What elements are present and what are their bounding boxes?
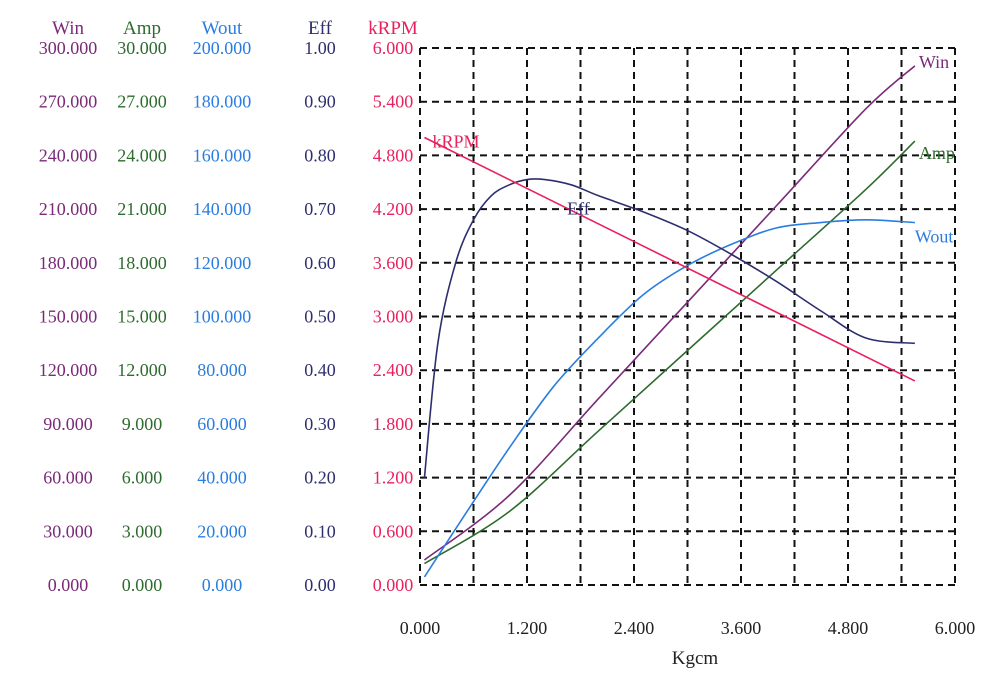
tick-label-wout: 40.000 (197, 468, 247, 488)
tick-label-amp: 3.000 (122, 521, 163, 541)
tick-label-win: 150.000 (39, 307, 98, 327)
tick-label-krpm: 5.400 (373, 92, 414, 112)
series-label-win: Win (919, 52, 949, 72)
tick-label-eff: 0.80 (304, 145, 336, 165)
tick-label-wout: 20.000 (197, 521, 247, 541)
tick-label-wout: 120.000 (193, 253, 252, 273)
x-axis-label: Kgcm (672, 648, 719, 669)
axis-header-amp: Amp (123, 18, 161, 39)
x-tick-label: 0.000 (400, 618, 441, 638)
tick-label-eff: 0.10 (304, 521, 336, 541)
series-label-eff: Eff (567, 198, 590, 218)
series-lines (423, 65, 916, 578)
tick-label-krpm: 3.600 (373, 253, 414, 273)
tick-label-krpm: 4.200 (373, 199, 414, 219)
tick-label-amp: 30.000 (117, 38, 167, 58)
tick-label-win: 270.000 (39, 92, 98, 112)
tick-label-amp: 0.000 (122, 575, 163, 595)
tick-label-krpm: 0.600 (373, 521, 414, 541)
x-tick-label: 3.600 (721, 618, 762, 638)
tick-label-amp: 24.000 (117, 145, 167, 165)
tick-label-eff: 1.00 (304, 38, 336, 58)
tick-label-wout: 0.000 (202, 575, 243, 595)
tick-label-amp: 18.000 (117, 253, 167, 273)
tick-label-eff: 0.30 (304, 414, 336, 434)
tick-label-amp: 27.000 (117, 92, 167, 112)
tick-label-krpm: 6.000 (373, 38, 414, 58)
x-tick-label: 1.200 (507, 618, 548, 638)
tick-label-eff: 0.60 (304, 253, 336, 273)
series-line-wout (423, 219, 915, 578)
tick-label-eff: 0.40 (304, 360, 336, 380)
tick-label-win: 300.000 (39, 38, 98, 58)
series-line-amp (424, 140, 916, 565)
tick-label-win: 180.000 (39, 253, 98, 273)
tick-label-wout: 200.000 (193, 38, 252, 58)
series-line-win (423, 65, 916, 561)
tick-label-amp: 6.000 (122, 468, 163, 488)
series-labels: Win Amp Wout Eff kRPM (432, 52, 954, 247)
tick-label-win: 0.000 (48, 575, 89, 595)
tick-label-krpm: 1.800 (373, 414, 414, 434)
tick-label-krpm: 2.400 (373, 360, 414, 380)
tick-label-win: 210.000 (39, 199, 98, 219)
tick-label-krpm: 0.000 (373, 575, 414, 595)
axis-header-wout: Wout (202, 18, 243, 39)
tick-label-eff: 0.50 (304, 307, 336, 327)
series-label-amp: Amp (919, 143, 955, 163)
tick-label-win: 60.000 (43, 468, 93, 488)
plot-grid (419, 47, 956, 586)
tick-label-amp: 12.000 (117, 360, 167, 380)
tick-label-amp: 15.000 (117, 307, 167, 327)
tick-label-amp: 21.000 (117, 199, 167, 219)
axis-labels: Win 0.000 30.000 60.000 90.000 120.000 150.000… (39, 18, 976, 638)
tick-label-krpm: 4.800 (373, 145, 414, 165)
tick-label-wout: 80.000 (197, 360, 247, 380)
tick-label-krpm: 3.000 (373, 307, 414, 327)
series-line-krpm (424, 136, 916, 382)
tick-label-krpm: 1.200 (373, 468, 414, 488)
series-label-krpm: kRPM (432, 132, 479, 152)
tick-label-win: 30.000 (43, 521, 93, 541)
tick-label-wout: 140.000 (193, 199, 252, 219)
axis-header-eff: Eff (308, 18, 333, 39)
tick-label-win: 120.000 (39, 360, 98, 380)
tick-label-win: 90.000 (43, 414, 93, 434)
tick-label-amp: 9.000 (122, 414, 163, 434)
tick-label-wout: 100.000 (193, 307, 252, 327)
tick-label-eff: 0.20 (304, 468, 336, 488)
tick-label-wout: 180.000 (193, 92, 252, 112)
axis-header-krpm: kRPM (368, 18, 418, 39)
x-tick-label: 2.400 (614, 618, 655, 638)
tick-label-wout: 160.000 (193, 145, 252, 165)
x-tick-label: 6.000 (935, 618, 976, 638)
tick-label-win: 240.000 (39, 145, 98, 165)
series-line-eff (423, 178, 915, 478)
axis-header-win: Win (52, 18, 84, 39)
tick-label-eff: 0.90 (304, 92, 336, 112)
tick-label-eff: 0.70 (304, 199, 336, 219)
series-label-wout: Wout (915, 227, 954, 247)
tick-label-eff: 0.00 (304, 575, 336, 595)
x-tick-label: 4.800 (828, 618, 869, 638)
tick-label-wout: 60.000 (197, 414, 247, 434)
